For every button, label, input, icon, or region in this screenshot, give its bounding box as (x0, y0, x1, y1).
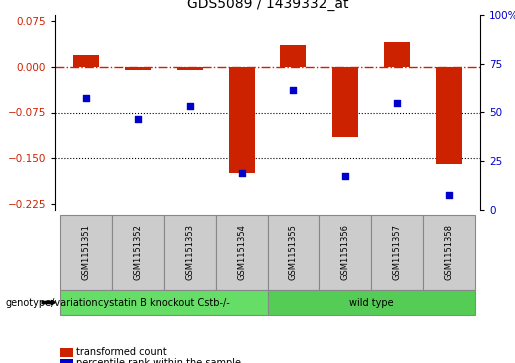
Text: wild type: wild type (349, 298, 393, 307)
Text: cystatin B knockout Cstb-/-: cystatin B knockout Cstb-/- (98, 298, 230, 307)
Point (134, 116, 142, 122)
Bar (125, 67, 151, 70)
Bar (112, 215, 164, 290)
Bar (60, 215, 112, 290)
Point (393, 101, 401, 106)
Text: transformed count: transformed count (76, 347, 166, 357)
Bar (164, 215, 216, 290)
Text: GSM1151351: GSM1151351 (81, 225, 91, 281)
Text: GSM1151352: GSM1151352 (133, 225, 143, 281)
Text: percentile rank within the sample: percentile rank within the sample (76, 358, 241, 363)
Bar (423, 215, 475, 290)
Bar (436, 67, 462, 164)
Bar (177, 67, 203, 70)
Bar (229, 67, 254, 174)
Bar (319, 215, 371, 290)
Bar (60, 290, 267, 315)
Bar (267, 215, 319, 290)
Bar (281, 45, 306, 67)
Bar (384, 42, 410, 67)
Bar (267, 290, 475, 315)
Point (445, 192, 453, 198)
Point (82, 95, 90, 101)
Point (289, 87, 298, 93)
Text: GSM1151355: GSM1151355 (289, 225, 298, 281)
Point (185, 103, 194, 109)
Point (237, 171, 246, 176)
Bar (332, 67, 358, 137)
Text: genotype/variation: genotype/variation (5, 298, 98, 307)
Text: GSM1151354: GSM1151354 (237, 225, 246, 281)
Text: GSM1151353: GSM1151353 (185, 224, 194, 281)
Bar (371, 215, 423, 290)
Bar (216, 215, 267, 290)
Text: GSM1151357: GSM1151357 (392, 224, 402, 281)
Bar (73, 54, 99, 67)
Point (341, 174, 349, 179)
Text: GSM1151356: GSM1151356 (341, 224, 350, 281)
Title: GDS5089 / 1439332_at: GDS5089 / 1439332_at (187, 0, 348, 11)
Text: GSM1151358: GSM1151358 (444, 224, 453, 281)
